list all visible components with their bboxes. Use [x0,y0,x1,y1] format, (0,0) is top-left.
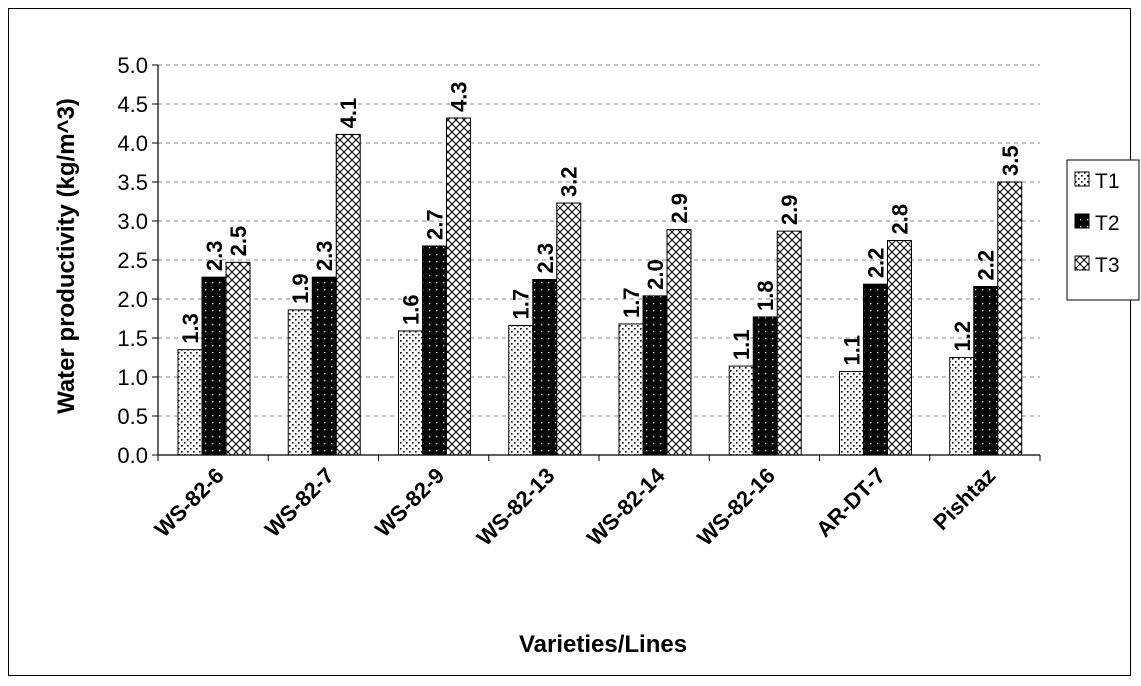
data-label: 4.3 [447,81,472,112]
x-category-label: WS-82-6 [150,463,229,542]
data-label: 1.6 [399,294,424,325]
data-label: 2.9 [667,193,692,224]
y-tick-label: 4.0 [117,131,148,156]
x-category-label: WS-82-14 [582,462,670,550]
legend-swatch-t1 [1074,171,1090,187]
bar-t3 [997,181,1023,456]
y-tick-label: 2.0 [117,287,148,312]
y-tick-label: 0.0 [117,443,148,468]
bar-t1 [839,371,864,456]
x-axis-title: Varieties/Lines [519,631,687,658]
bar-t1 [618,323,644,456]
data-label: 3.5 [998,145,1023,176]
legend: T1 T2 T3 [1066,159,1140,301]
x-category-label: WS-82-9 [370,463,449,542]
bar-t2 [532,279,558,456]
y-tick-label: 0.5 [117,404,148,429]
bar-t3 [225,261,251,456]
y-axis-title: Water productivity (kg/m^3) [53,98,80,414]
bar-t3 [776,230,802,456]
legend-label-t2: T2 [1095,212,1120,235]
bar-t2 [973,286,999,456]
data-label: 1.1 [840,335,865,366]
data-label: 1.7 [619,287,644,318]
y-tick-label: 3.5 [117,170,148,195]
y-tick-label: 5.0 [117,53,148,78]
legend-swatch-t3 [1074,255,1090,271]
data-label: 2.3 [533,243,558,274]
bar-t2 [422,245,447,456]
y-tick-labels: 0.0 0.5 1.0 1.5 2.0 2.5 3.0 3.5 4.0 4.5 5.0 [117,53,148,468]
bar-t3 [887,240,912,456]
bar-t2 [863,283,888,456]
x-category-label: WS-82-13 [472,463,560,551]
bar-t2 [642,295,668,456]
y-tick-label: 4.5 [117,92,148,117]
x-category-label: Pishtaz [928,463,1000,535]
bar-t3 [666,229,692,456]
legend-swatch-t2 [1074,213,1090,229]
bar-t3 [446,117,471,456]
data-label: 2.3 [202,241,227,272]
data-label: 1.7 [509,289,534,320]
data-label: 2.7 [423,209,448,240]
bar-t2 [311,276,337,456]
y-tick-label: 1.0 [117,365,148,390]
data-label: 2.2 [974,250,999,281]
data-label: 2.0 [643,259,668,290]
data-label: 2.8 [888,204,913,235]
bars [177,117,1023,456]
x-category-label: WS-82-7 [260,463,339,542]
data-label: 1.1 [729,329,754,360]
bar-t3 [335,133,361,456]
legend-label-t1: T1 [1095,170,1120,193]
axes [152,64,1041,461]
data-label: 4.1 [336,98,361,129]
bar-t1 [728,365,754,456]
data-label: 2.3 [312,241,337,272]
y-tick-label: 2.5 [117,248,148,273]
data-label: 2.5 [226,226,251,257]
data-label: 2.2 [864,248,889,279]
x-category-label: WS-82-16 [692,463,780,551]
bar-t1 [949,357,975,456]
y-tick-label: 1.5 [117,326,148,351]
bar-t1 [177,349,203,456]
bar-t2 [201,276,227,456]
data-label: 1.2 [950,321,975,352]
y-tick-label: 3.0 [117,209,148,234]
bar-t2 [752,316,778,456]
bar-t1 [508,325,534,456]
bar-t1 [398,330,423,456]
bar-t3 [556,202,582,456]
data-label: 1.8 [753,280,778,311]
x-tick-labels: WS-82-6 WS-82-7 WS-82-9 WS-82-13 WS-82-14 WS-… [150,462,1001,550]
legend-label-t3: T3 [1095,254,1120,277]
bar-t1 [287,309,313,456]
data-label: 3.2 [557,166,582,197]
data-label: 2.9 [777,195,802,226]
data-labels: 1.32.3 2.51.92.34.11.62.74.31.72.33.21.72… [178,81,1023,365]
data-label: 1.3 [178,313,203,344]
x-category-label: AR-DT-7 [811,463,890,542]
data-label: 1.9 [288,273,313,304]
